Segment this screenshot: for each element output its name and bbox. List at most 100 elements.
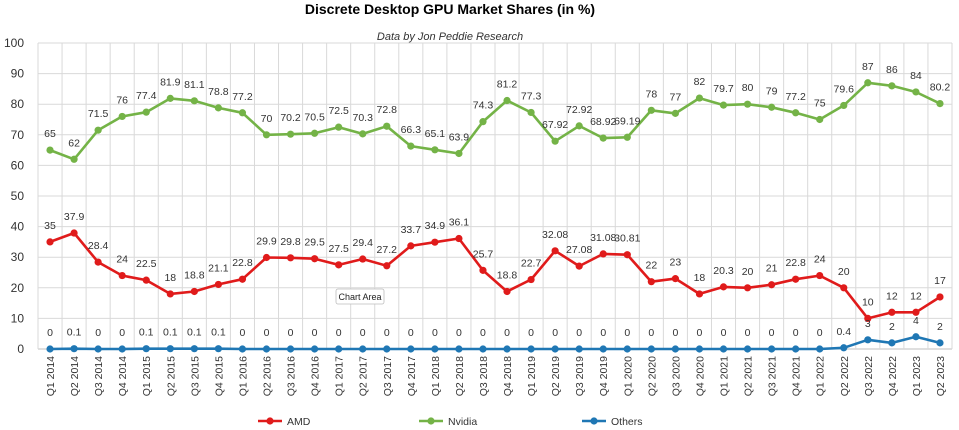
data-label-others: 0: [552, 327, 558, 339]
data-label-nvidia: 76: [116, 94, 128, 106]
data-label-amd: 35: [44, 220, 56, 232]
x-axis-ticks: Q1 2014 Q2 2014 Q3 2014 Q4 2014 Q1 2015 Q2 20…: [45, 356, 947, 396]
y-tick-label: 0: [17, 342, 24, 356]
data-label-nvidia: 79: [766, 85, 778, 97]
point-nvidia: [840, 101, 848, 110]
x-tick-label: Q1 2018: [430, 356, 442, 396]
data-label-nvidia: 80.2: [930, 82, 951, 94]
point-others: [311, 345, 319, 353]
legend-marker: [266, 417, 274, 425]
point-nvidia: [695, 94, 704, 102]
x-tick-label: Q3 2019: [574, 356, 586, 396]
gridlines: [37, 42, 953, 350]
data-label-amd: 29.9: [256, 236, 277, 248]
data-label-amd: 17: [934, 275, 946, 287]
series-line-others: [49, 335, 941, 351]
chart-subtitle: Data by Jon Peddie Research: [377, 31, 523, 43]
point-others: [719, 345, 728, 353]
data-label-nvidia: 74.3: [473, 100, 494, 112]
data-label-nvidia: 81.9: [160, 76, 181, 88]
point-nvidia: [623, 133, 631, 141]
chart-area-tooltip: Chart Area: [335, 288, 385, 305]
point-amd: [527, 275, 535, 284]
x-tick-label: Q2 2021: [743, 356, 755, 396]
x-tick-label: Q2 2023: [935, 356, 947, 396]
point-amd: [671, 275, 679, 283]
tooltip-box: [335, 288, 385, 305]
data-label-nvidia: 65: [44, 128, 56, 140]
data-label-nvidia: 70.5: [304, 111, 325, 123]
data-label-amd: 18: [694, 272, 706, 284]
point-amd: [94, 258, 102, 266]
data-label-others: 0: [312, 327, 318, 339]
data-label-amd: 12: [886, 290, 898, 302]
data-label-amd: 27.5: [328, 243, 349, 255]
data-label-others: 0: [95, 327, 101, 339]
legend-item-others: Others: [582, 416, 643, 428]
point-amd: [70, 229, 78, 237]
data-label-others: 0: [697, 327, 703, 339]
point-nvidia: [936, 99, 944, 108]
point-others: [335, 345, 343, 353]
x-tick-label: Q4 2016: [310, 356, 322, 396]
point-nvidia: [816, 115, 824, 124]
data-label-others: 2: [889, 321, 895, 333]
point-nvidia: [719, 101, 728, 109]
point-amd: [647, 278, 655, 286]
y-tick-label: 70: [11, 128, 25, 142]
data-label-others: 3: [865, 318, 871, 330]
x-tick-label: Q1 2019: [526, 356, 538, 396]
point-others: [743, 345, 752, 353]
x-tick-label: Q4 2017: [406, 356, 418, 396]
data-label-others: 0: [360, 327, 366, 339]
data-label-nvidia: 78: [645, 88, 657, 100]
data-label-others: 0: [432, 327, 438, 339]
data-label-others: 0: [480, 327, 486, 339]
data-label-others: 0: [745, 327, 751, 339]
data-label-amd: 34.9: [425, 220, 446, 232]
point-nvidia: [166, 94, 174, 102]
series-line-amd: [49, 231, 941, 320]
point-amd: [743, 284, 752, 292]
point-others: [623, 345, 631, 353]
data-label-others: 0: [288, 327, 294, 339]
data-label-amd: 24: [116, 254, 128, 266]
x-tick-label: Q4 2019: [598, 356, 610, 396]
data-label-others: 0: [672, 327, 678, 339]
data-label-nvidia: 87: [862, 61, 874, 73]
data-label-others: 0: [264, 327, 270, 339]
data-label-nvidia: 71.5: [88, 108, 109, 120]
point-nvidia: [407, 142, 415, 150]
legend-marker: [590, 417, 598, 425]
point-amd: [286, 254, 295, 262]
point-amd: [792, 275, 800, 283]
x-tick-label: Q3 2020: [670, 356, 682, 396]
tooltip-text: Chart Area: [338, 292, 381, 302]
data-label-amd: 18: [164, 272, 176, 284]
data-label-amd: 29.4: [352, 237, 373, 249]
point-amd: [479, 266, 487, 274]
point-others: [238, 345, 247, 353]
point-nvidia: [768, 103, 776, 111]
y-tick-label: 80: [11, 97, 25, 111]
point-others: [671, 345, 679, 353]
data-label-amd: 21: [766, 263, 778, 275]
data-label-amd: 33.7: [401, 224, 422, 236]
x-tick-label: Q1 2020: [622, 356, 634, 396]
data-label-others: 0: [576, 327, 582, 339]
x-tick-label: Q2 2014: [69, 356, 81, 396]
data-label-amd: 29.5: [304, 237, 325, 249]
data-label-nvidia: 84: [910, 70, 922, 82]
point-amd: [623, 251, 631, 259]
data-label-others: 0: [384, 327, 390, 339]
point-nvidia: [599, 134, 607, 142]
x-tick-label: Q2 2020: [646, 356, 658, 396]
series-lines: [46, 79, 944, 353]
x-tick-label: Q3 2021: [767, 356, 779, 396]
data-label-nvidia: 70.2: [280, 112, 301, 124]
x-tick-label: Q1 2014: [45, 356, 57, 396]
data-label-others: 0: [336, 327, 342, 339]
point-nvidia: [286, 130, 295, 138]
